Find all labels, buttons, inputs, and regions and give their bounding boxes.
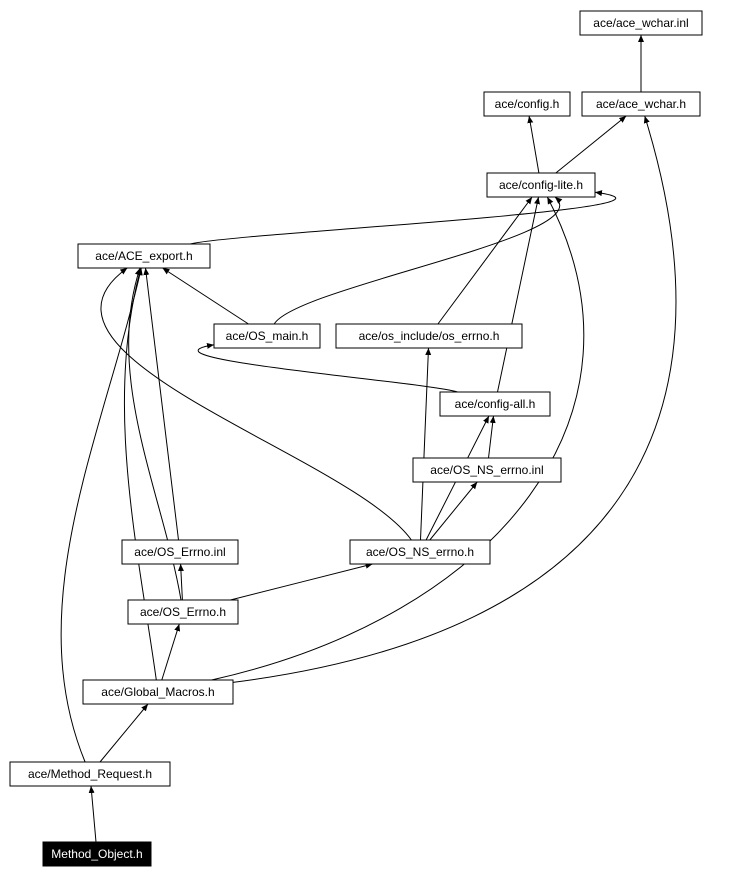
edge — [100, 704, 148, 762]
edge — [489, 416, 494, 458]
edge — [91, 786, 96, 842]
node-label: ace/config.h — [495, 97, 560, 111]
edges-layer — [61, 35, 676, 842]
node-label: ace/ACE_export.h — [95, 249, 192, 263]
edge — [556, 116, 626, 173]
edge — [438, 197, 532, 324]
node-os_main[interactable]: ace/OS_main.h — [214, 324, 320, 348]
node-global_macros[interactable]: ace/Global_Macros.h — [83, 680, 233, 704]
node-os_ns_errno_h[interactable]: ace/OS_NS_errno.h — [350, 540, 490, 564]
node-ace_wchar_inl[interactable]: ace/ace_wchar.inl — [580, 11, 702, 35]
node-method_request[interactable]: ace/Method_Request.h — [10, 762, 170, 786]
node-label: ace/os_include/os_errno.h — [359, 329, 500, 343]
node-ace_wchar_h[interactable]: ace/ace_wchar.h — [582, 92, 700, 116]
node-label: ace/OS_Errno.h — [140, 605, 226, 619]
node-os_ns_errno_inl[interactable]: ace/OS_NS_errno.inl — [413, 458, 561, 482]
edge — [529, 116, 539, 173]
node-config_all[interactable]: ace/config-all.h — [440, 392, 550, 416]
edge — [198, 345, 457, 392]
node-label: ace/Method_Request.h — [28, 767, 152, 781]
edge — [181, 564, 183, 600]
edge — [498, 197, 539, 392]
dependency-graph: Method_Object.h ace/Method_Request.h ace/G… — [0, 0, 739, 883]
node-label: ace/OS_Errno.inl — [134, 545, 225, 559]
node-config_h[interactable]: ace/config.h — [484, 92, 570, 116]
node-label: ace/ace_wchar.inl — [593, 16, 688, 30]
edge — [162, 624, 180, 680]
edge — [430, 482, 477, 540]
node-config_lite[interactable]: ace/config-lite.h — [487, 173, 595, 197]
node-label: ace/OS_NS_errno.inl — [430, 463, 543, 477]
node-label: ace/config-lite.h — [499, 178, 583, 192]
node-os_include[interactable]: ace/os_include/os_errno.h — [336, 324, 522, 348]
node-label: ace/ace_wchar.h — [596, 97, 686, 111]
node-label: ace/config-all.h — [455, 397, 536, 411]
edge — [274, 197, 560, 324]
node-label: ace/Global_Macros.h — [101, 685, 214, 699]
edge — [212, 197, 584, 680]
edge — [230, 564, 372, 600]
node-os_errno_h[interactable]: ace/OS_Errno.h — [128, 600, 238, 624]
edge — [163, 268, 249, 324]
node-os_errno_inl[interactable]: ace/OS_Errno.inl — [122, 540, 238, 564]
node-label: Method_Object.h — [51, 847, 142, 861]
edge — [190, 192, 616, 244]
edge — [101, 268, 411, 540]
node-method_object[interactable]: Method_Object.h — [43, 842, 151, 866]
node-label: ace/OS_NS_errno.h — [366, 545, 474, 559]
node-label: ace/OS_main.h — [226, 329, 309, 343]
node-ace_export[interactable]: ace/ACE_export.h — [78, 244, 210, 268]
edge — [146, 268, 179, 540]
edge — [421, 348, 429, 540]
